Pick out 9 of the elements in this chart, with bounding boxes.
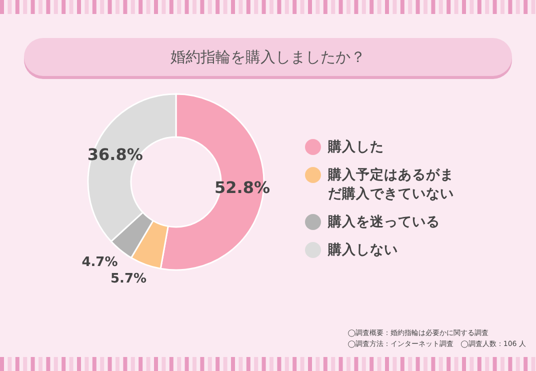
data-label: 5.7% <box>110 272 147 287</box>
data-label: 36.8% <box>87 145 143 164</box>
legend-label: 購入した <box>328 138 385 157</box>
data-label: 52.8% <box>214 178 270 197</box>
legend-label: 購入しない <box>328 241 399 260</box>
legend-label: 購入予定はあるがまだ購入できていない <box>328 166 455 204</box>
legend-label: 購入を迷っている <box>328 213 441 232</box>
chart-title: 婚約指輪を購入しましたか？ <box>24 38 512 76</box>
data-label: 4.7% <box>82 255 118 270</box>
